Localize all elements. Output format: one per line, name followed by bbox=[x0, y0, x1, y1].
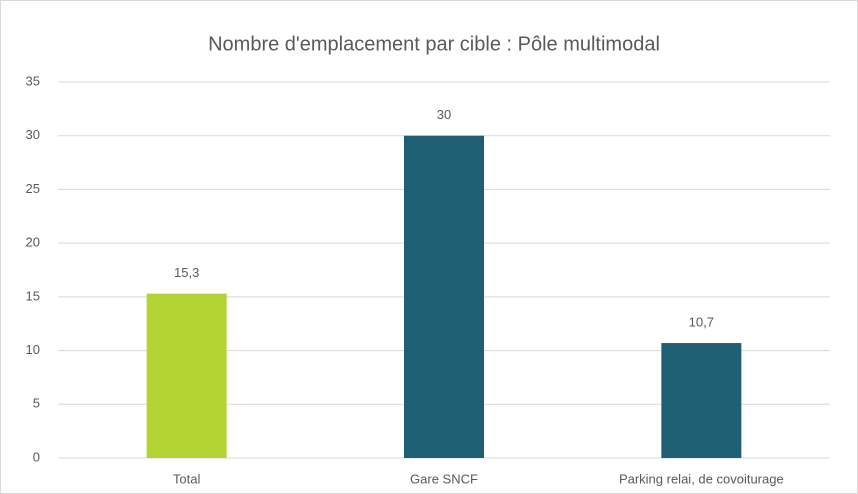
y-tick-label: 5 bbox=[33, 396, 40, 411]
y-tick-label: 20 bbox=[26, 235, 40, 250]
y-tick-label: 10 bbox=[26, 342, 40, 357]
bar bbox=[661, 343, 742, 458]
bar bbox=[404, 135, 484, 458]
x-tick-label: Parking relai, de covoiturage bbox=[619, 471, 784, 486]
y-tick-label: 25 bbox=[26, 181, 40, 196]
chart-title: Nombre d'emplacement par cible : Pôle mu… bbox=[208, 33, 660, 55]
x-tick-label: Gare SNCF bbox=[410, 471, 478, 486]
bar bbox=[146, 293, 227, 458]
y-tick-label: 35 bbox=[26, 73, 40, 88]
value-label: 10,7 bbox=[689, 314, 714, 329]
value-label: 15,3 bbox=[174, 265, 199, 280]
value-label: 30 bbox=[437, 107, 451, 122]
x-tick-label: Total bbox=[173, 471, 201, 486]
y-tick-label: 15 bbox=[26, 288, 40, 303]
y-tick-label: 0 bbox=[33, 449, 40, 464]
y-tick-label: 30 bbox=[26, 127, 40, 142]
